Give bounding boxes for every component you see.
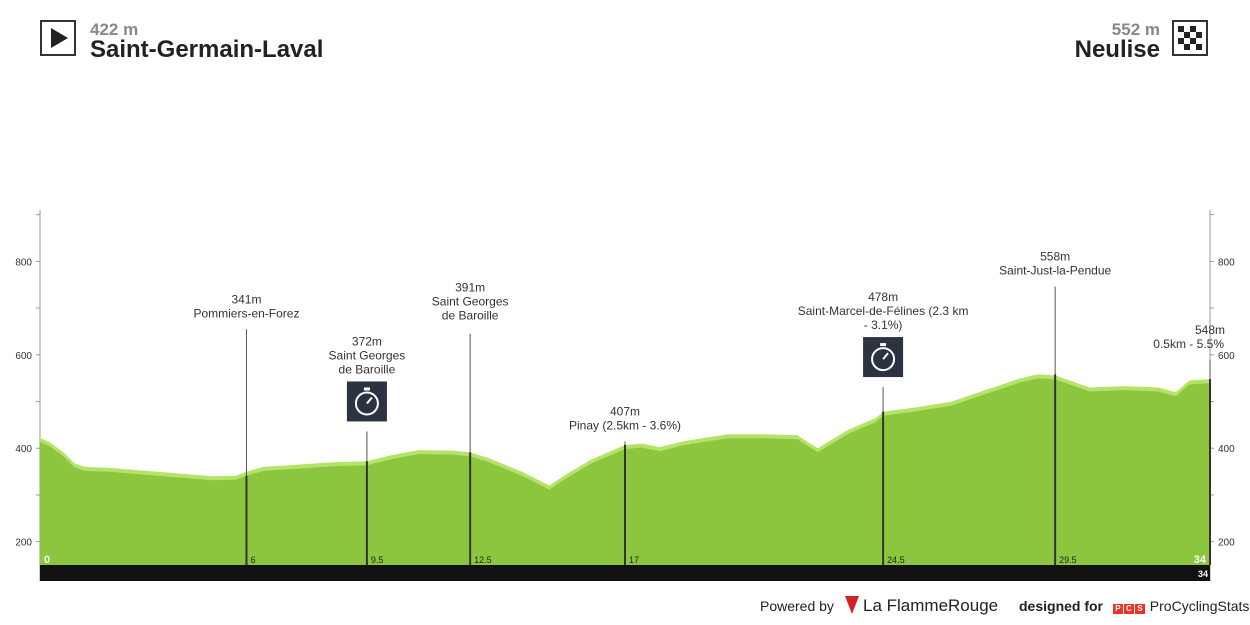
pcs-letter-p: P — [1112, 604, 1123, 614]
x-tick-label: 6 — [250, 555, 255, 565]
start-play-icon — [40, 20, 76, 56]
x-tick-label: 29.5 — [1059, 555, 1077, 565]
climb-name-label: de Baroille — [442, 309, 499, 323]
y-tick-label-right: 400 — [1218, 444, 1235, 455]
stopwatch-icon-crown — [363, 387, 370, 391]
climb-elevation-label: 341m — [231, 292, 261, 306]
brand-la-flamme: La Flamme — [863, 596, 949, 615]
y-tick-label-left: 200 — [15, 538, 32, 549]
climb-name-label: Saint Georges — [329, 348, 406, 362]
climb-name-label: 0.5km - 5.5% — [1153, 337, 1224, 351]
y-tick-label-left: 600 — [15, 351, 32, 362]
stopwatch-icon-hand — [882, 352, 889, 360]
y-tick-label-left: 400 — [15, 444, 32, 455]
brand-rouge: Rouge — [948, 596, 999, 615]
designed-for-label: designed for — [1019, 598, 1104, 614]
flame-icon — [845, 596, 859, 614]
checkered-flag-icon — [1172, 20, 1208, 56]
stopwatch-icon — [871, 347, 896, 372]
climb-elevation-label: 478m — [868, 290, 898, 304]
y-tick-label-right: 600 — [1218, 351, 1235, 362]
climb-elevation-label: 548m — [1195, 323, 1225, 337]
stopwatch-icon — [354, 391, 379, 416]
climb-name-label: Saint-Just-la-Pendue — [999, 263, 1111, 277]
distance-end-label: 34 — [1198, 569, 1208, 579]
climb-elevation-label: 372m — [352, 334, 382, 348]
climb-name-label: - 3.1%) — [864, 318, 903, 332]
start-elevation: 422 m — [90, 20, 139, 39]
stopwatch-icon-hand — [366, 396, 373, 405]
x-tick-label: 17 — [629, 555, 639, 565]
finish-elevation: 552 m — [1111, 20, 1160, 39]
climb-elevation-label: 407m — [610, 405, 640, 419]
climb-name-label: Pommiers-en-Forez — [193, 306, 299, 320]
finish-name: Neulise — [1074, 36, 1160, 63]
powered-by-text: Powered by — [760, 598, 834, 614]
climb-elevation-label: 391m — [455, 281, 485, 295]
x-tick-label: 9.5 — [371, 555, 384, 565]
la-flamme-rouge-logo: La FlammeRouge — [845, 596, 998, 616]
climb-name-label: de Baroille — [339, 362, 396, 376]
climb-name-label: Pinay (2.5km - 3.6%) — [569, 419, 681, 433]
climb-name-label: Saint Georges — [432, 295, 509, 309]
pcs-brand: ProCyclingStats — [1149, 598, 1250, 614]
stopwatch-icon-crown — [880, 343, 887, 347]
pcs-letter-s: S — [1134, 604, 1145, 614]
climb-name-label: Saint-Marcel-de-Félines (2.3 km — [798, 304, 969, 318]
climb-elevation-label: 558m — [1040, 249, 1070, 263]
y-tick-label-left: 800 — [15, 257, 32, 268]
x-tick-label: 0 — [44, 554, 50, 566]
y-tick-label-right: 200 — [1218, 538, 1235, 549]
distance-bar — [40, 565, 1210, 581]
x-tick-label: 12.5 — [474, 555, 492, 565]
pcs-letter-c: C — [1123, 604, 1134, 614]
start-name: Saint-Germain-Laval — [90, 36, 324, 63]
x-tick-label: 24.5 — [887, 555, 905, 565]
y-tick-label-right: 800 — [1218, 257, 1235, 268]
x-tick-label: 34 — [1194, 554, 1207, 566]
